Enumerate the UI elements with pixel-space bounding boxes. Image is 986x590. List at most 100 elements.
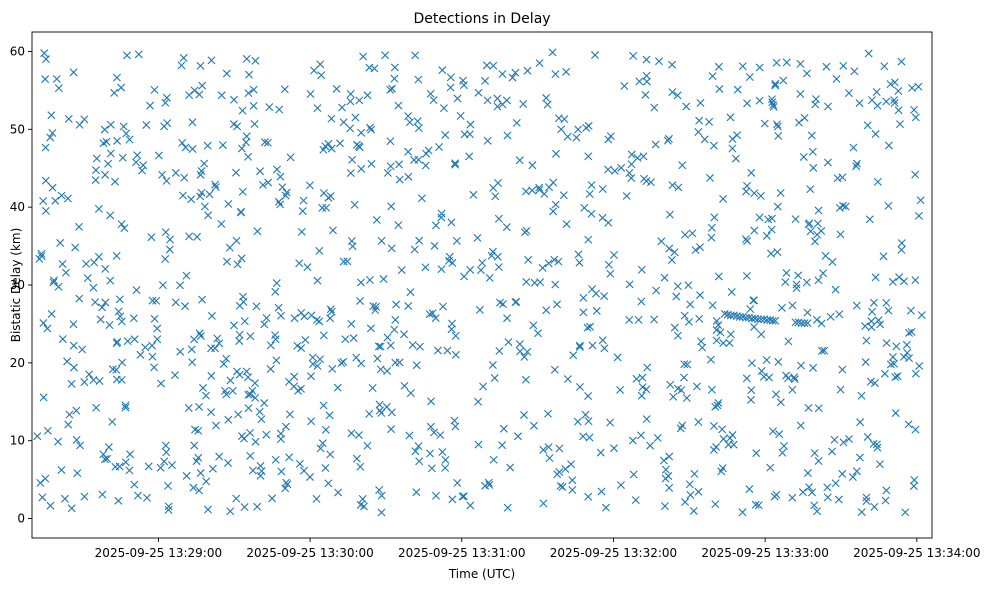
scatter-point bbox=[105, 321, 114, 329]
scatter-point bbox=[474, 397, 483, 406]
scatter-point bbox=[47, 111, 56, 120]
scatter-point bbox=[584, 121, 593, 130]
scatter-point bbox=[339, 357, 348, 366]
scatter-point bbox=[665, 210, 674, 219]
scatter-point bbox=[37, 249, 46, 258]
scatter-point bbox=[374, 342, 383, 351]
scatter-point bbox=[642, 77, 651, 86]
scatter-point bbox=[359, 52, 368, 61]
scatter-point bbox=[579, 293, 588, 302]
scatter-point bbox=[120, 224, 129, 233]
scatter-point bbox=[425, 310, 434, 319]
scatter-point bbox=[116, 312, 125, 321]
scatter-point bbox=[563, 132, 572, 141]
scatter-point bbox=[678, 421, 687, 430]
scatter-point bbox=[625, 169, 634, 177]
scatter-point bbox=[162, 176, 171, 185]
scatter-point bbox=[387, 425, 396, 434]
scatter-point bbox=[48, 129, 57, 137]
scatter-point bbox=[694, 128, 703, 136]
scatter-point bbox=[161, 98, 170, 107]
scatter-point bbox=[146, 101, 155, 110]
scatter-point bbox=[731, 154, 740, 163]
scatter-point bbox=[681, 498, 690, 507]
scatter-point bbox=[264, 178, 273, 187]
scatter-point bbox=[545, 454, 554, 463]
scatter-point bbox=[150, 314, 159, 323]
scatter-point bbox=[483, 96, 492, 105]
scatter-point bbox=[911, 425, 920, 434]
scatter-point bbox=[275, 105, 284, 114]
scatter-point bbox=[805, 483, 814, 492]
scatter-point bbox=[809, 363, 818, 372]
scatter-point bbox=[232, 236, 241, 245]
scatter-point bbox=[64, 420, 73, 429]
scatter-point bbox=[112, 251, 121, 260]
scatter-point bbox=[153, 335, 162, 344]
scatter-point bbox=[142, 493, 151, 502]
scatter-point bbox=[511, 68, 520, 77]
scatter-point bbox=[692, 382, 701, 391]
x-axis: 2025-09-25 13:29:00 2025-09-25 13:30:00 20… bbox=[95, 538, 981, 560]
scatter-point bbox=[217, 219, 226, 228]
scatter-point bbox=[747, 168, 756, 177]
scatter-point bbox=[118, 358, 127, 367]
scatter-point bbox=[790, 375, 799, 384]
scatter-point bbox=[838, 469, 847, 478]
scatter-point bbox=[742, 374, 751, 383]
scatter-point bbox=[202, 391, 210, 400]
scatter-point bbox=[862, 497, 871, 506]
scatter-point bbox=[308, 353, 317, 362]
scatter-point bbox=[392, 300, 401, 309]
scatter-point bbox=[404, 172, 413, 181]
scatter-point bbox=[194, 426, 203, 435]
scatter-point bbox=[192, 457, 201, 466]
scatter-point bbox=[47, 309, 56, 318]
scatter-point bbox=[536, 278, 545, 287]
scatter-point bbox=[386, 162, 395, 171]
scatter-point bbox=[800, 319, 809, 328]
scatter-point bbox=[67, 379, 76, 388]
scatter-point bbox=[516, 347, 525, 356]
scatter-point bbox=[415, 342, 424, 351]
scatter-point bbox=[38, 493, 47, 502]
scatter-point bbox=[661, 474, 670, 483]
scatter-point bbox=[489, 183, 498, 192]
scatter-point bbox=[299, 466, 308, 475]
scatter-point bbox=[39, 197, 48, 206]
scatter-point bbox=[451, 160, 460, 169]
scatter-point bbox=[835, 203, 844, 212]
scatter-point bbox=[575, 341, 584, 350]
scatter-point bbox=[142, 120, 151, 129]
scatter-point bbox=[238, 106, 247, 115]
scatter-point bbox=[910, 475, 919, 484]
scatter-point bbox=[554, 257, 563, 266]
scatter-point bbox=[144, 462, 153, 471]
scatter-point bbox=[653, 433, 662, 442]
scatter-point bbox=[244, 373, 253, 382]
scatter-point bbox=[372, 302, 381, 311]
scatter-point bbox=[101, 298, 110, 307]
scatter-point bbox=[823, 102, 832, 111]
scatter-point bbox=[448, 495, 457, 504]
scatter-point bbox=[373, 354, 382, 363]
scatter-point bbox=[318, 203, 327, 212]
scatter-point bbox=[126, 450, 135, 459]
scatter-point bbox=[435, 143, 444, 152]
scatter-point bbox=[579, 308, 588, 317]
scatter-point bbox=[768, 98, 777, 107]
scatter-point bbox=[606, 132, 615, 141]
scatter-point bbox=[233, 260, 242, 269]
scatter-point bbox=[586, 322, 595, 331]
scatter-point bbox=[691, 246, 700, 255]
scatter-point bbox=[98, 303, 107, 312]
scatter-point bbox=[635, 77, 644, 86]
scatter-point bbox=[743, 236, 752, 245]
scatter-point bbox=[414, 124, 423, 133]
scatter-point bbox=[588, 341, 597, 350]
scatter-point bbox=[258, 180, 267, 189]
scatter-point bbox=[357, 128, 366, 137]
y-tick-label: 30 bbox=[10, 278, 25, 292]
scatter-point bbox=[207, 56, 216, 65]
